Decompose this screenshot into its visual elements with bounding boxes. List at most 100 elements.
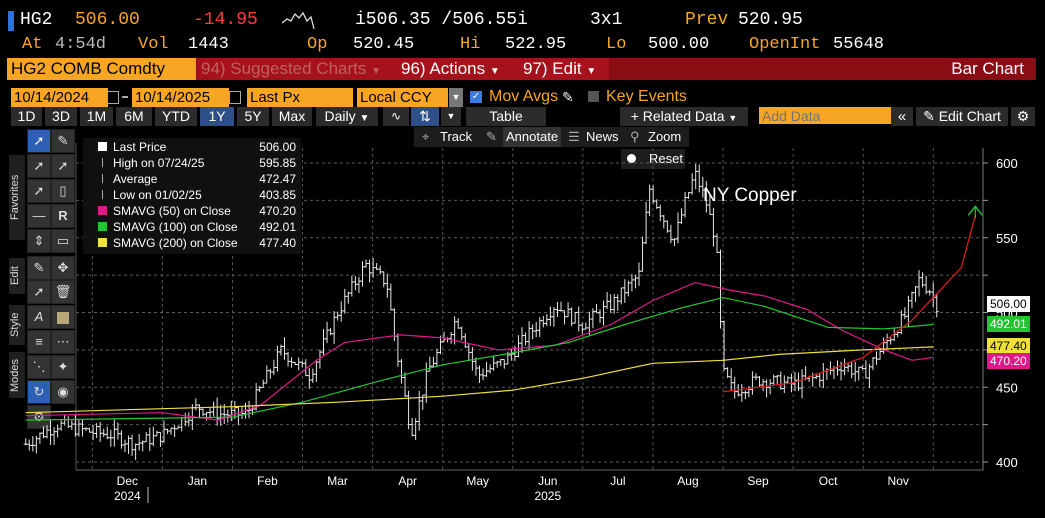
line-style-icon[interactable]: ⋯	[51, 330, 75, 354]
chart-title: NY Copper	[703, 185, 797, 206]
zoom-button[interactable]: Zoom	[648, 129, 682, 144]
horizontal-line-icon[interactable]: —	[27, 204, 51, 228]
frequency-label: Daily	[324, 108, 356, 124]
move-icon[interactable]: ✥	[51, 256, 75, 280]
ray-icon[interactable]: ➚	[51, 154, 75, 178]
legend-entry[interactable]: Low on 01/02/25 403.85	[83, 187, 301, 203]
mov-avgs-checkbox[interactable]: ✓	[470, 91, 482, 103]
reset-button[interactable]: Reset	[621, 149, 685, 169]
low-label: Lo	[606, 35, 627, 54]
suggested-charts-label: 94) Suggested Charts	[201, 59, 367, 78]
period-button-3d[interactable]: 3D	[45, 107, 77, 126]
openint-label: OpenInt	[749, 35, 821, 54]
legend-entry[interactable]: SMAVG (200) on Close 477.40	[83, 235, 301, 251]
high-value: 522.95	[505, 35, 567, 54]
prev-label: Prev	[685, 10, 729, 30]
related-data-button[interactable]: + Related Data ▼	[620, 107, 748, 126]
x-tick-label: Apr	[398, 474, 417, 488]
legend-entry[interactable]: High on 07/24/25 595.85	[83, 155, 301, 171]
period-button-5y[interactable]: 5Y	[237, 107, 269, 126]
extended-line-icon[interactable]: ➚	[27, 179, 51, 203]
zoom-icon[interactable]: ⚲	[630, 129, 640, 144]
security-text: HG2 COMB Comdty	[11, 59, 165, 78]
last-price: 506.00	[75, 10, 140, 30]
track-icon[interactable]: ⌖	[422, 129, 430, 144]
key-events-checkbox[interactable]	[588, 91, 599, 102]
annotate-pen-icon[interactable]: ✎	[51, 129, 75, 153]
net-change: -14.95	[193, 10, 258, 30]
actions-caret-icon: ▼	[489, 66, 500, 77]
channel-icon[interactable]: ▯	[51, 179, 75, 203]
settings-gear-icon[interactable]: ⚙	[27, 405, 51, 429]
suggested-charts-button[interactable]: 94) Suggested Charts ▼	[197, 58, 397, 80]
fill-color-icon[interactable]	[51, 305, 75, 329]
collapse-icon[interactable]: «	[891, 107, 913, 126]
legend-entry[interactable]: Last Price 506.00	[83, 139, 301, 155]
period-button-6m[interactable]: 6M	[116, 107, 152, 126]
start-date-field[interactable]: 10/14/2024	[11, 88, 108, 107]
table-button[interactable]: Table	[466, 107, 546, 126]
legend-swatch	[102, 174, 112, 183]
bar-chart-icon[interactable]: ⇅	[411, 107, 439, 126]
gear-icon[interactable]: ⚙	[1011, 107, 1035, 126]
calendar-icon[interactable]	[229, 91, 241, 104]
suggested-caret-icon: ▼	[371, 66, 382, 77]
calendar-icon[interactable]	[107, 91, 119, 104]
color-palette-icon[interactable]: ◉	[51, 380, 75, 404]
dotted-line-icon[interactable]: ⋱	[27, 355, 51, 379]
chart-toolbar: ⌖ Track ✎ Annotate ☰ News ⚲ Zoom	[414, 127, 689, 147]
line-chart-icon[interactable]: ∿	[383, 107, 409, 126]
annotate-icon[interactable]: ✎	[486, 129, 497, 144]
actions-button[interactable]: 96) Actions ▼	[397, 58, 519, 80]
annotate-button[interactable]: Annotate	[503, 127, 562, 147]
pencil-icon[interactable]: ✎	[562, 89, 574, 105]
x-tick-label: Mar	[327, 474, 348, 488]
edit-button[interactable]: 97) Edit ▼	[519, 58, 609, 80]
legend-value: 470.20	[259, 204, 296, 218]
period-button-1y[interactable]: 1Y	[200, 107, 234, 126]
period-button-ytd[interactable]: YTD	[155, 107, 197, 126]
moving-average-line	[25, 281, 934, 421]
security-field[interactable]: HG2 COMB Comdty	[7, 58, 196, 80]
crosshair-icon[interactable]: ✦	[51, 355, 75, 379]
period-button-1d[interactable]: 1D	[11, 107, 42, 126]
currency-dropdown-icon[interactable]: ▼	[449, 88, 463, 107]
legend-entry[interactable]: Average 472.47	[83, 171, 301, 187]
fibonacci-icon[interactable]: ⇕	[27, 229, 51, 253]
font-icon[interactable]: A	[27, 305, 51, 329]
legend-label: Low on 01/02/25	[113, 188, 202, 202]
select-arrow-icon[interactable]: ➚	[27, 280, 51, 304]
moving-average-line	[25, 346, 934, 414]
trash-icon[interactable]: 🗑	[51, 280, 75, 304]
sparkline-icon	[282, 11, 315, 30]
news-icon[interactable]: ☰	[568, 129, 580, 144]
text-tool-icon[interactable]: R	[51, 204, 75, 228]
vol-value: 1443	[188, 35, 229, 54]
period-button-max[interactable]: Max	[272, 107, 312, 126]
period-button-1m[interactable]: 1M	[80, 107, 113, 126]
edit-chart-button[interactable]: ✎ Edit Chart	[916, 107, 1008, 126]
trendline-icon[interactable]: ➚	[27, 154, 51, 178]
ticker[interactable]: HG2	[20, 10, 53, 30]
pointer-icon[interactable]: ➚	[27, 129, 51, 153]
x-tick-label: Nov	[888, 474, 909, 488]
currency-selector[interactable]: Local CCY	[357, 88, 448, 107]
field-selector[interactable]: Last Px	[247, 88, 353, 107]
frequency-caret-icon: ▼	[359, 113, 370, 124]
x-tick-label: May	[466, 474, 489, 488]
frequency-selector[interactable]: Daily ▼	[316, 107, 378, 126]
add-data-input[interactable]	[759, 107, 891, 124]
legend-entry[interactable]: SMAVG (100) on Close 492.01	[83, 219, 301, 235]
brush-icon[interactable]: ✎	[27, 256, 51, 280]
rectangle-icon[interactable]: ▭	[51, 229, 75, 253]
line-weight-icon[interactable]: ≡	[27, 330, 51, 354]
low-value: 500.00	[648, 35, 710, 54]
legend-value: 492.01	[259, 220, 296, 234]
news-button[interactable]: News	[586, 129, 619, 144]
cycle-icon[interactable]: ↻	[27, 380, 51, 404]
end-date-field[interactable]: 10/14/2025	[132, 88, 229, 107]
legend-entry[interactable]: SMAVG (50) on Close 470.20	[83, 203, 301, 219]
chart-type-caret-icon[interactable]: ▼	[441, 107, 461, 126]
track-button[interactable]: Track	[440, 129, 473, 144]
